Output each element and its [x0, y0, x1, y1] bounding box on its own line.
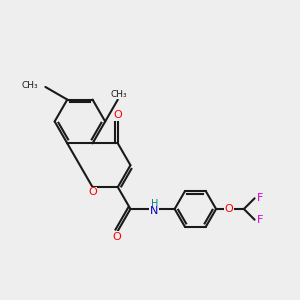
Text: O: O [113, 110, 122, 120]
Text: O: O [88, 188, 97, 197]
Text: F: F [257, 215, 263, 225]
Text: O: O [224, 204, 233, 214]
Text: O: O [112, 232, 121, 242]
Text: H: H [151, 199, 158, 208]
Text: N: N [150, 206, 158, 216]
Text: CH₃: CH₃ [21, 81, 38, 90]
Text: CH₃: CH₃ [110, 90, 127, 99]
Text: F: F [257, 193, 263, 203]
